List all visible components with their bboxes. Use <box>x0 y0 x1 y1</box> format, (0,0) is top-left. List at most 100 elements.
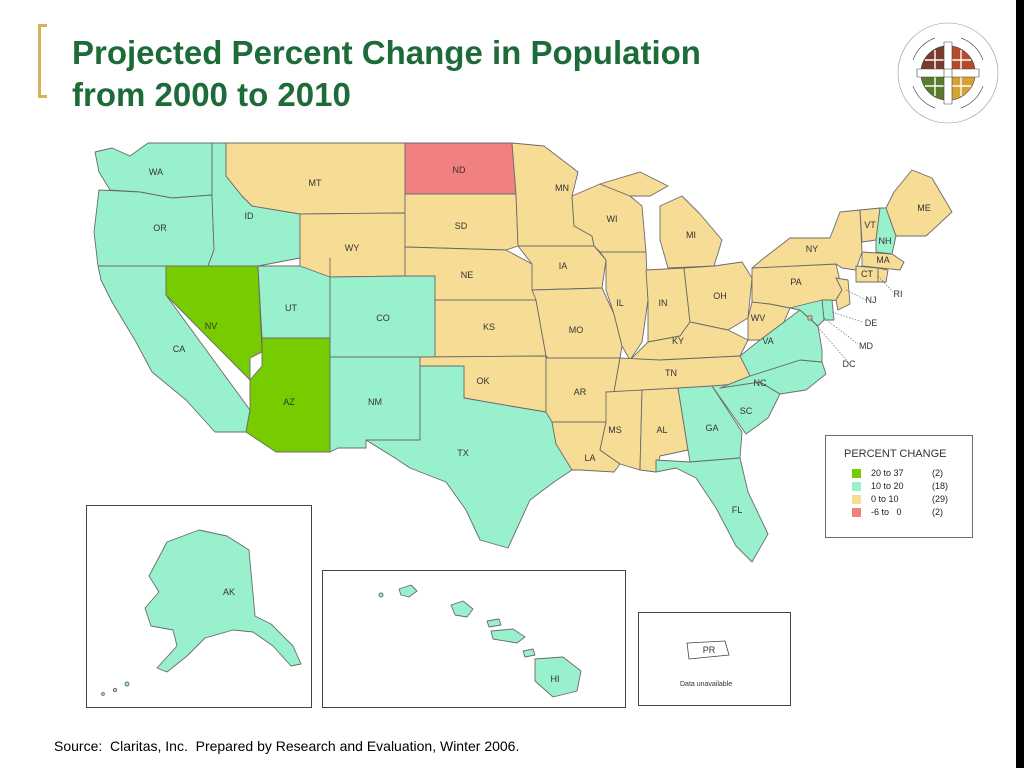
legend-range: -6 to 0 <box>871 507 902 517</box>
state-label-nh: NH <box>879 236 892 246</box>
state-label-ms: MS <box>608 425 622 435</box>
state-label-ny: NY <box>806 244 819 254</box>
state-label-ca: CA <box>173 344 186 354</box>
state-label-fl: FL <box>732 505 743 515</box>
hawaii-map: HI <box>378 584 582 698</box>
state-hi <box>378 592 384 598</box>
state-label-nd: ND <box>453 165 466 175</box>
pr-data-unavailable: Data unavailable <box>680 681 733 688</box>
state-ak <box>112 687 118 693</box>
state-label-sd: SD <box>455 221 468 231</box>
state-ma <box>861 251 905 271</box>
state-hi <box>486 618 502 628</box>
legend-range: 20 to 37 <box>871 468 904 478</box>
state-label-me: ME <box>917 203 931 213</box>
state-tx <box>365 365 573 549</box>
state-az <box>245 337 331 453</box>
state-hi <box>490 628 526 644</box>
state-mi <box>599 171 723 269</box>
state-label-va: VA <box>762 336 773 346</box>
legend-count: (29) <box>932 494 949 504</box>
state-label-la: LA <box>584 453 595 463</box>
state-label-nc: NC <box>754 378 767 388</box>
state-label-wy: WY <box>345 243 360 253</box>
leader-lines <box>809 275 894 363</box>
puerto-rico-shape <box>686 640 730 660</box>
legend-swatch <box>852 469 861 478</box>
state-nj <box>835 277 851 311</box>
source-note: Source: Claritas, Inc. Prepared by Resea… <box>54 738 520 754</box>
title-line-2: from 2000 to 2010 <box>72 76 351 113</box>
state-hi <box>398 584 418 598</box>
state-hi <box>522 648 536 658</box>
slide-title: Projected Percent Change in Population f… <box>72 32 792 116</box>
legend-range: 10 to 20 <box>871 481 904 491</box>
legend-swatch <box>852 508 861 517</box>
state-label-sc: SC <box>740 406 753 416</box>
state-label-wi: WI <box>607 214 618 224</box>
puerto-rico-map: PR <box>686 640 730 660</box>
legend-range: 0 to 10 <box>871 494 899 504</box>
state-label-wa: WA <box>149 167 163 177</box>
legend-count: (18) <box>932 481 949 491</box>
legend-count: (2) <box>932 468 943 478</box>
legend-item: -6 to 0 (2) <box>852 507 943 518</box>
state-labels: WA OR CA ID NV UT AZ MT WY CO NM ND SD N… <box>149 165 931 515</box>
state-label-tn: TN <box>665 368 677 378</box>
state-ak <box>144 529 302 673</box>
state-label-ar: AR <box>574 387 587 397</box>
state-ny <box>751 209 863 271</box>
state-label-ri: RI <box>894 289 903 299</box>
state-label-il: IL <box>616 298 624 308</box>
state-label-nv: NV <box>205 321 218 331</box>
state-label-al: AL <box>656 425 667 435</box>
state-label-ia: IA <box>559 261 568 271</box>
title-bracket <box>38 24 47 98</box>
title-line-1: Projected Percent Change in Population <box>72 34 701 71</box>
state-ak <box>101 692 105 696</box>
state-label-pr: PR <box>703 645 716 655</box>
state-label-ak: AK <box>223 587 235 597</box>
state-label-dc: DC <box>843 359 856 369</box>
state-label-hi: HI <box>551 674 560 684</box>
legend-item: 0 to 10 (29) <box>852 494 948 505</box>
elca-cross-logo-icon <box>897 22 999 124</box>
state-fl <box>655 457 769 563</box>
state-label-ct: CT <box>861 269 873 279</box>
alaska-map: AK <box>101 529 302 696</box>
state-label-id: ID <box>245 211 255 221</box>
state-label-mo: MO <box>569 325 584 335</box>
state-hi <box>534 656 582 698</box>
state-label-nj: NJ <box>866 295 877 305</box>
state-hi <box>450 600 474 618</box>
legend-item: 20 to 37 (2) <box>852 468 943 479</box>
state-label-oh: OH <box>713 291 727 301</box>
legend-swatch <box>852 482 861 491</box>
alaska-inset: AK <box>86 505 312 708</box>
state-sd <box>404 193 519 251</box>
state-label-in: IN <box>659 298 668 308</box>
state-label-nm: NM <box>368 397 382 407</box>
state-label-az: AZ <box>283 397 295 407</box>
state-label-mn: MN <box>555 183 569 193</box>
state-ak <box>124 681 130 687</box>
state-label-ky: KY <box>672 336 684 346</box>
state-label-pa: PA <box>790 277 801 287</box>
state-label-md: MD <box>859 341 873 351</box>
state-label-ga: GA <box>705 423 718 433</box>
legend-title: PERCENT CHANGE <box>844 448 947 460</box>
slide-edge-bar <box>1016 0 1024 768</box>
state-label-ut: UT <box>285 303 297 313</box>
state-md <box>789 299 825 327</box>
state-label-mi: MI <box>686 230 696 240</box>
hawaii-inset: HI <box>322 570 626 708</box>
state-me <box>885 169 953 237</box>
legend-swatch <box>852 495 861 504</box>
state-label-ok: OK <box>476 376 489 386</box>
state-label-tx: TX <box>457 448 469 458</box>
state-label-or: OR <box>153 223 167 233</box>
puerto-rico-inset: PR <box>638 612 791 706</box>
state-label-mt: MT <box>309 178 322 188</box>
legend-item: 10 to 20 (18) <box>852 481 948 492</box>
